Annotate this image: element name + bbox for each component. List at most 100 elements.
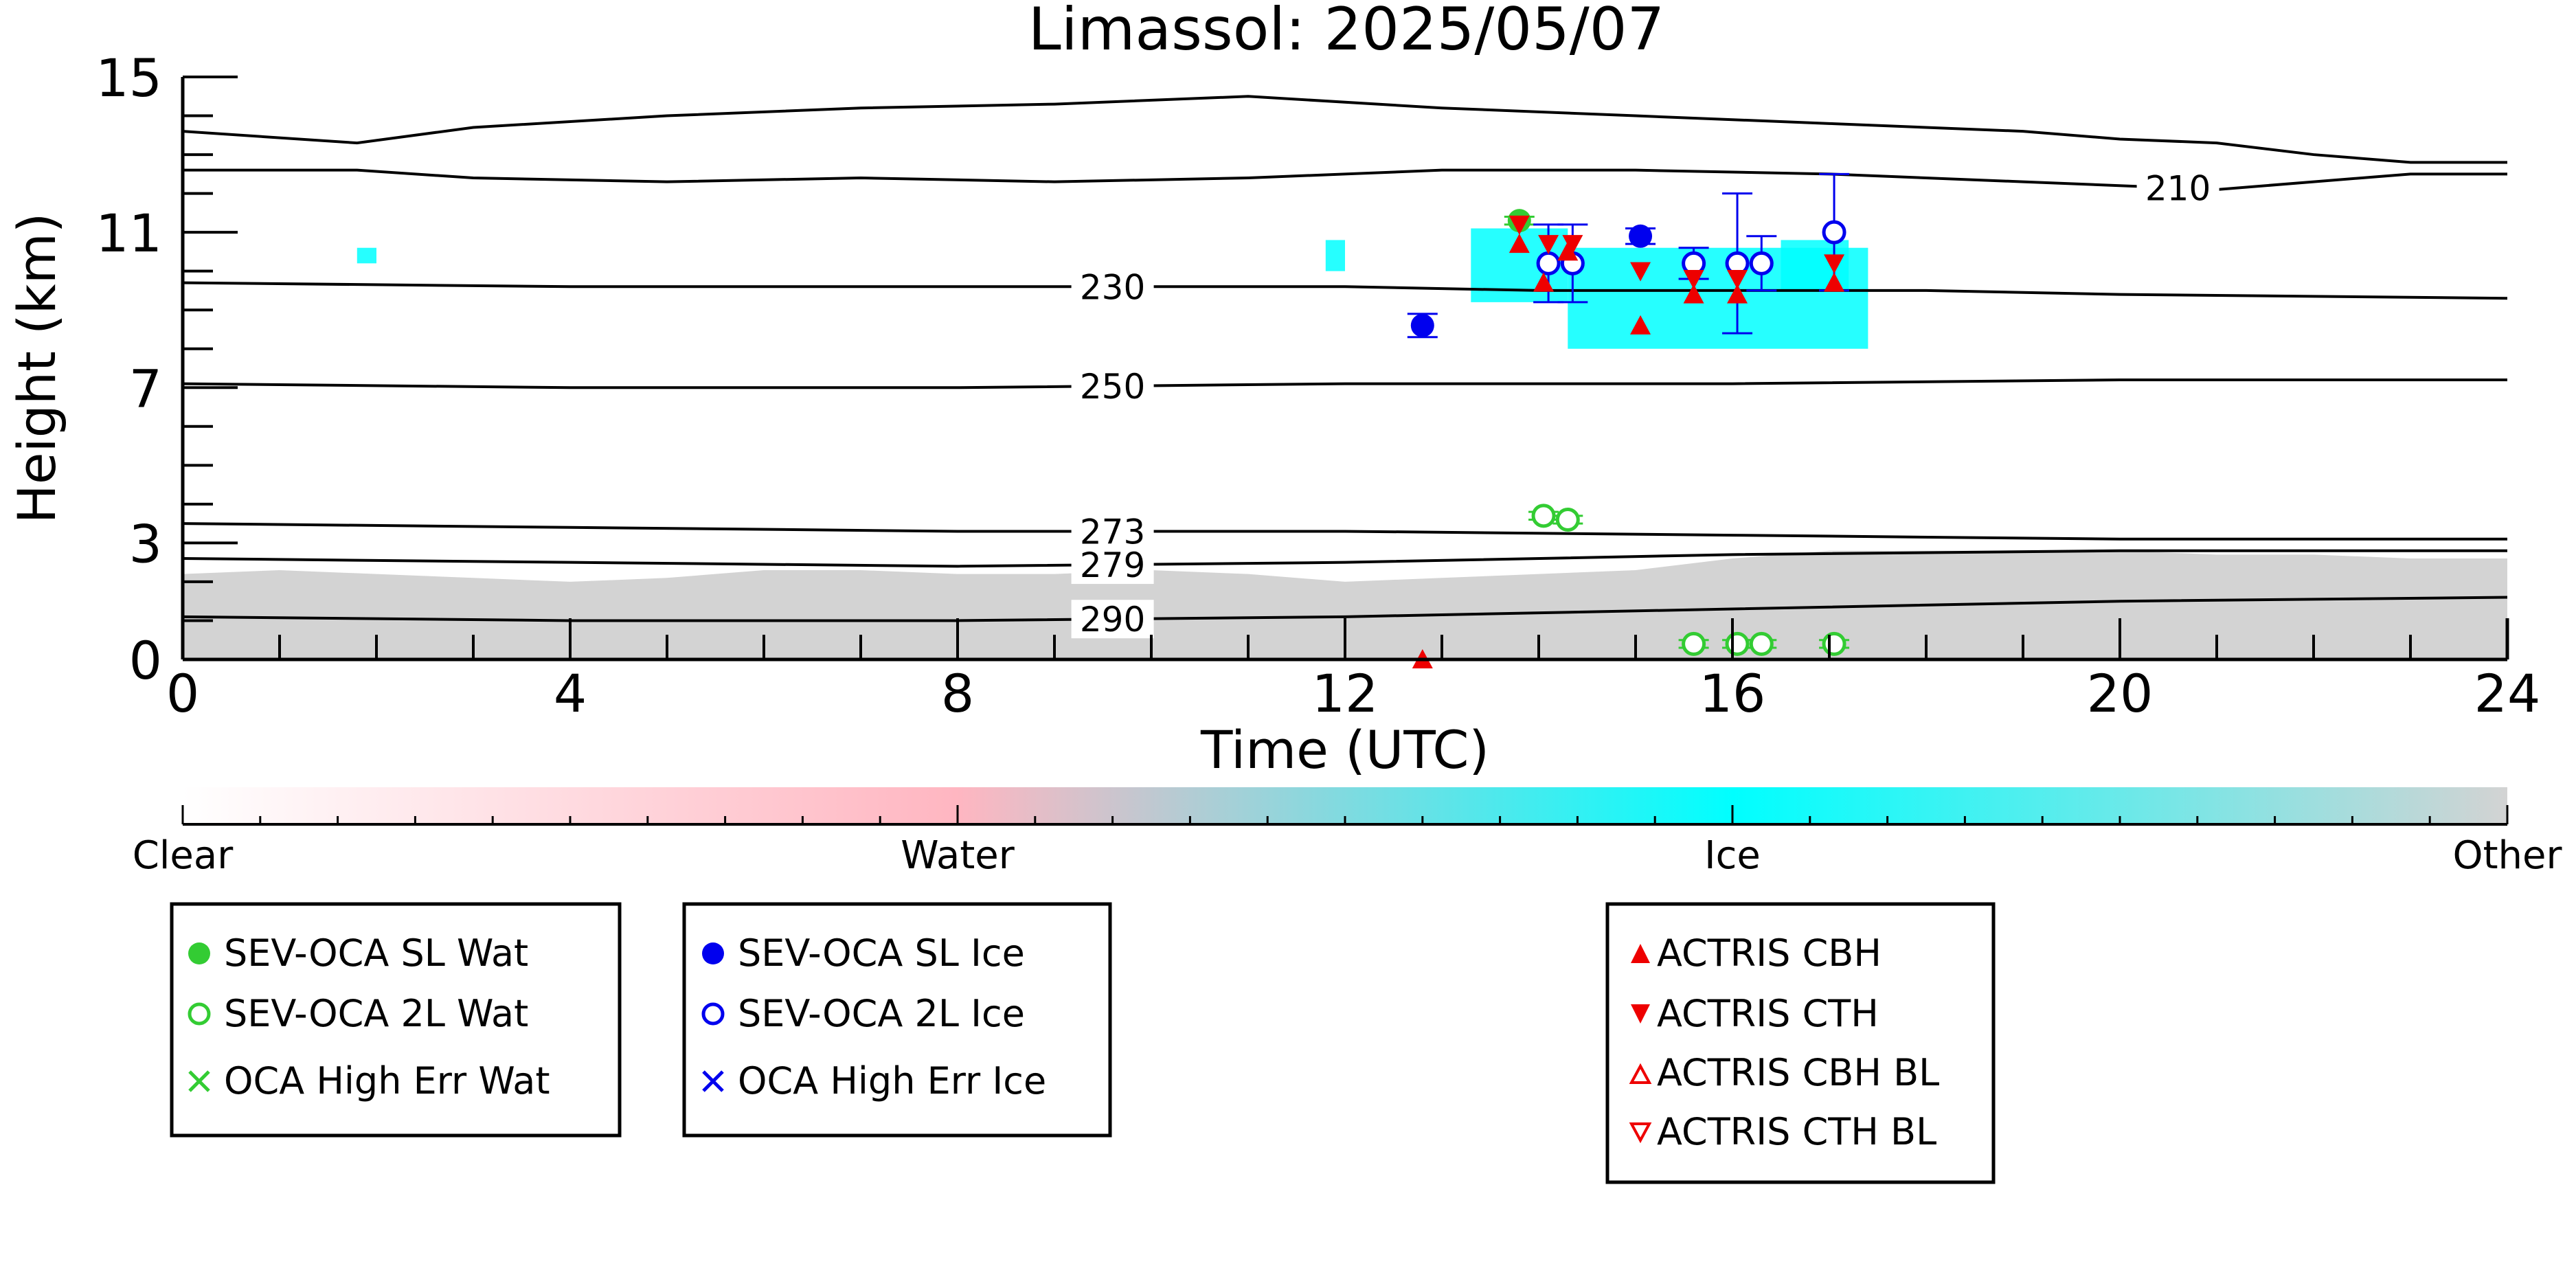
actris-cth-point-4 <box>1683 269 1704 289</box>
contour-290-label: 290 <box>1080 600 1145 640</box>
contour-279-line <box>183 549 2507 568</box>
actris-cbh-marker-3 <box>1557 241 1579 261</box>
legend-marker-cbh <box>1631 944 1650 963</box>
sev-oca-2l-wat-point-0 <box>1528 504 1559 528</box>
actris-cth-marker-0 <box>1509 215 1530 235</box>
actris-cbh-point-1 <box>1509 234 1530 253</box>
contour-230-label-bg <box>1071 267 1154 306</box>
sev-oca-2l-wat-marker-2 <box>1682 631 1706 656</box>
colorbar-label-ice: Ice <box>1704 833 1761 878</box>
contour-250-line <box>183 378 2507 389</box>
actris-cth-marker-6 <box>1824 254 1845 274</box>
x-axis-label: Time (UTC) <box>1200 719 1489 780</box>
x-tick-label-12: 12 <box>1312 663 1379 724</box>
contour-250-label-bg <box>1071 367 1154 406</box>
colorbar-label-other: Other <box>2452 833 2562 878</box>
sev-oca-2l-ice-point-4 <box>1746 235 1777 292</box>
contour-273-line <box>183 522 2507 541</box>
legend-marker-sl-ice <box>702 942 724 964</box>
legend-label-higherr-wat: OCA High Err Wat <box>224 1059 550 1103</box>
sev-oca-2l-ice-marker-0 <box>1536 251 1561 275</box>
actris-cth-marker-2 <box>1562 235 1583 255</box>
sev-oca-2l-ice-point-3 <box>1722 192 1753 335</box>
actris-cbh-marker-7 <box>1824 272 1845 292</box>
sev-oca-2l-ice-marker-5 <box>1822 220 1846 245</box>
colorbar-label-water: Water <box>901 833 1015 878</box>
sev-oca-2l-wat-marker-5 <box>1822 631 1846 656</box>
sev-oca-2l-ice-marker-4 <box>1749 251 1774 275</box>
legend-marker-2l-wat <box>188 1002 211 1026</box>
actris-cth-point-2 <box>1562 235 1583 255</box>
actris-cbh-marker-1 <box>1509 234 1530 253</box>
actris-cbh-marker-5 <box>1683 284 1704 304</box>
sev-oca-sl-ice-point-0 <box>1407 313 1438 339</box>
x-tick-label-20: 20 <box>2087 663 2154 724</box>
legend-label-higherr-ice: OCA High Err Ice <box>738 1059 1046 1103</box>
ice-patch-4 <box>357 247 376 264</box>
y-tick-label-7: 7 <box>129 358 162 419</box>
actris-cth-point-6 <box>1824 254 1845 274</box>
legend-label-2l-wat: SEV-OCA 2L Wat <box>224 992 528 1035</box>
actris-cth-point-0 <box>1509 215 1530 235</box>
legend-water: SEV-OCA SL Wat SEV-OCA 2L Wat OCA High E… <box>170 902 622 1138</box>
legend-marker-cth-bl <box>1629 1122 1652 1144</box>
contour-210-upper <box>183 95 2507 164</box>
sev-oca-2l-wat-point-1 <box>1552 507 1583 532</box>
legend-marker-cth <box>1631 1004 1650 1024</box>
contour-230-label: 230 <box>1080 267 1145 307</box>
actris-cbh-point-4 <box>1630 315 1651 335</box>
legend-marker-higherr-wat <box>188 1070 210 1092</box>
sev-oca-2l-wat-marker-1 <box>1555 507 1580 532</box>
actris-cth-point-3 <box>1630 262 1651 282</box>
other-layer <box>183 550 2507 659</box>
sev-oca-2l-wat-marker-3 <box>1725 631 1750 656</box>
data-series <box>1407 172 1850 668</box>
y-axis-label: Height (km) <box>6 213 67 524</box>
sev-oca-2l-wat-point-2 <box>1678 631 1709 656</box>
actris-cbh-point-6 <box>1727 284 1748 304</box>
x-tick-label-8: 8 <box>941 663 974 724</box>
actris-cbh-point-7 <box>1824 272 1845 292</box>
contour-279-label: 279 <box>1080 545 1145 585</box>
sev-oca-sl-ice-marker-0 <box>1410 313 1434 337</box>
sev-oca-2l-wat-point-4 <box>1746 631 1777 656</box>
contour-210-label-bg <box>2136 168 2219 207</box>
actris-cth-marker-4 <box>1683 269 1704 289</box>
legend-ice-box <box>682 902 1112 1138</box>
contour-290-label-bg <box>1071 600 1154 639</box>
legend-marker-higherr-ice <box>702 1070 724 1092</box>
y-tick-label-15: 15 <box>95 47 162 109</box>
x-tick-label-24: 24 <box>2474 663 2541 724</box>
actris-cbh-point-5 <box>1683 284 1704 304</box>
actris-cth-point-5 <box>1727 269 1748 289</box>
legend-label-cth-bl: ACTRIS CTH BL <box>1657 1110 1936 1153</box>
colorbar-ticks <box>181 805 2509 824</box>
legend-actris: ACTRIS CBH ACTRIS CTH ACTRIS CBH BL ACTR… <box>1605 902 1996 1184</box>
actris-cbh-marker-4 <box>1630 315 1651 335</box>
legend-marker-2l-ice <box>701 1002 725 1026</box>
contour-273-label: 273 <box>1080 512 1145 552</box>
plot-background-layer <box>183 228 2507 659</box>
legend-water-box <box>170 902 622 1138</box>
x-tick-label-16: 16 <box>1699 663 1766 724</box>
actris-cbh-point-2 <box>1533 272 1555 292</box>
actris-cbh-marker-2 <box>1533 272 1555 292</box>
legend-label-cth: ACTRIS CTH <box>1657 992 1879 1035</box>
chart-title: Limassol: 2025/05/07 <box>1028 0 1664 64</box>
colorbar-label-clear: Clear <box>133 833 234 878</box>
contour-210-label: 210 <box>2145 169 2211 209</box>
legend-label-2l-ice: SEV-OCA 2L Ice <box>738 992 1025 1035</box>
colorbar: Clear Water Ice Other <box>133 787 2562 878</box>
legend-actris-box <box>1605 902 1996 1184</box>
actris-cth-point-1 <box>1538 235 1559 255</box>
plot-axes: 0 3 7 11 15 0 4 8 12 16 20 24 <box>95 47 2540 724</box>
legend-label-cbh: ACTRIS CBH <box>1657 931 1882 975</box>
legend-label-sl-ice: SEV-OCA SL Ice <box>738 931 1025 975</box>
actris-cth-marker-1 <box>1538 235 1559 255</box>
y-tick-label-3: 3 <box>129 513 162 574</box>
legend-label-sl-wat: SEV-OCA SL Wat <box>224 931 528 975</box>
contour-273-label-bg <box>1071 512 1154 551</box>
x-tick-label-0: 0 <box>166 663 199 724</box>
legend-marker-cbh-bl <box>1629 1063 1652 1084</box>
